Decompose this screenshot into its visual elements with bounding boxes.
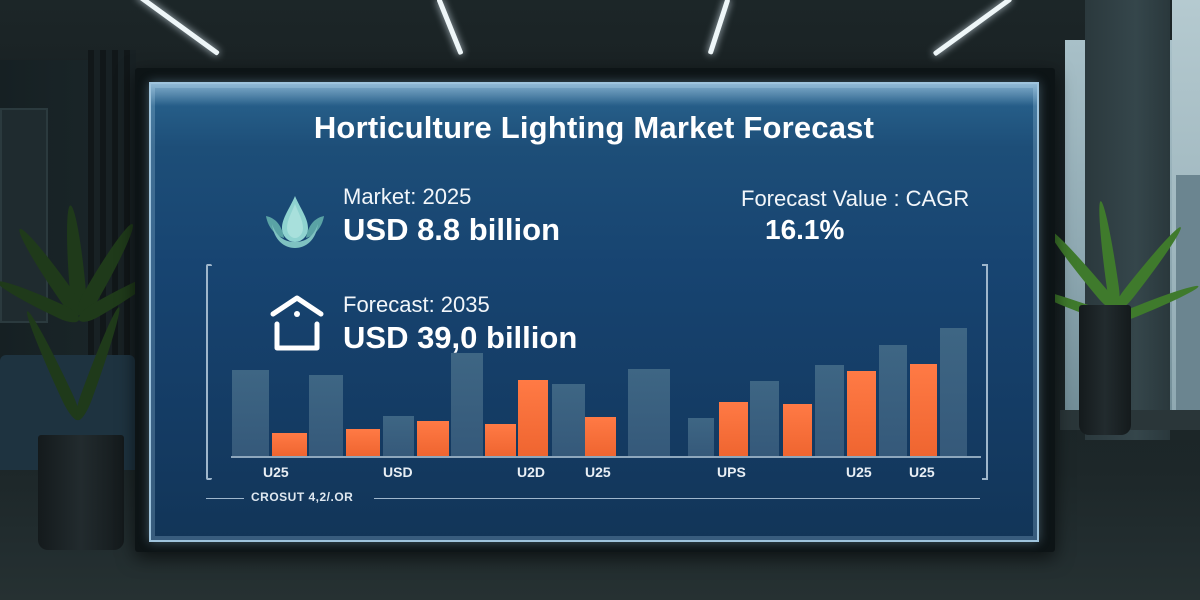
display-screen: Horticulture Lighting Market Forecast Ma… (149, 82, 1039, 542)
x-tick-label: UPS (717, 464, 746, 480)
blue-bar (552, 384, 585, 456)
forecast-2035-kpi: Forecast: 2035 USD 39,0 billion (343, 292, 577, 356)
forecast-label: Forecast: 2035 (343, 292, 490, 317)
chart-title: Horticulture Lighting Market Forecast (313, 110, 875, 145)
blue-bar (750, 381, 779, 456)
chart-frame-left (206, 264, 212, 480)
cagr-kpi: Forecast Value : CAGR 16.1% (741, 186, 969, 246)
bar-chart (231, 322, 971, 456)
blue-bar (688, 418, 714, 456)
x-tick-label: U25 (585, 464, 611, 480)
x-tick-label: U2D (517, 464, 546, 480)
orange-bar (272, 433, 307, 456)
blue-bar (232, 370, 269, 456)
chart-frame-right (982, 264, 988, 480)
footer-divider (374, 498, 980, 499)
cagr-value: 16.1% (765, 214, 845, 245)
potted-plant (1028, 195, 1200, 440)
orange-bar (346, 429, 380, 456)
market-2025-kpi: Market: 2025 USD 8.8 billion (343, 184, 560, 248)
orange-bar (847, 371, 876, 456)
orange-bar (485, 424, 516, 456)
house-icon (270, 295, 324, 351)
x-tick-label: U25 (846, 464, 872, 480)
x-axis-line (231, 456, 981, 458)
water-drop-lotus-icon (266, 196, 324, 248)
potted-plant (0, 190, 161, 550)
blue-bar (383, 416, 414, 456)
blue-bar (940, 328, 967, 456)
x-tick-label: USD (383, 464, 413, 480)
orange-bar (417, 421, 449, 456)
cagr-label: Forecast Value : CAGR (741, 186, 970, 211)
blue-bar (309, 375, 343, 456)
blue-bar (815, 365, 844, 456)
x-tick-label: U25 (909, 464, 935, 480)
screen-glow (151, 84, 1037, 106)
forecast-value: USD 39,0 billion (343, 320, 578, 355)
blue-bar (451, 353, 483, 456)
orange-bar (783, 404, 812, 456)
orange-bar (585, 417, 616, 456)
x-tick-label: U25 (263, 464, 289, 480)
orange-bar (518, 380, 548, 456)
blue-bar (879, 345, 907, 456)
blue-bar (628, 369, 670, 456)
orange-bar (910, 364, 937, 456)
ceiling (0, 0, 1200, 70)
chart-footer-caption: CROSUT 4,2/.OR (251, 490, 354, 504)
orange-bar (719, 402, 748, 456)
footer-divider (206, 498, 244, 499)
market-value: USD 8.8 billion (343, 212, 561, 247)
market-label: Market: 2025 (343, 184, 472, 209)
